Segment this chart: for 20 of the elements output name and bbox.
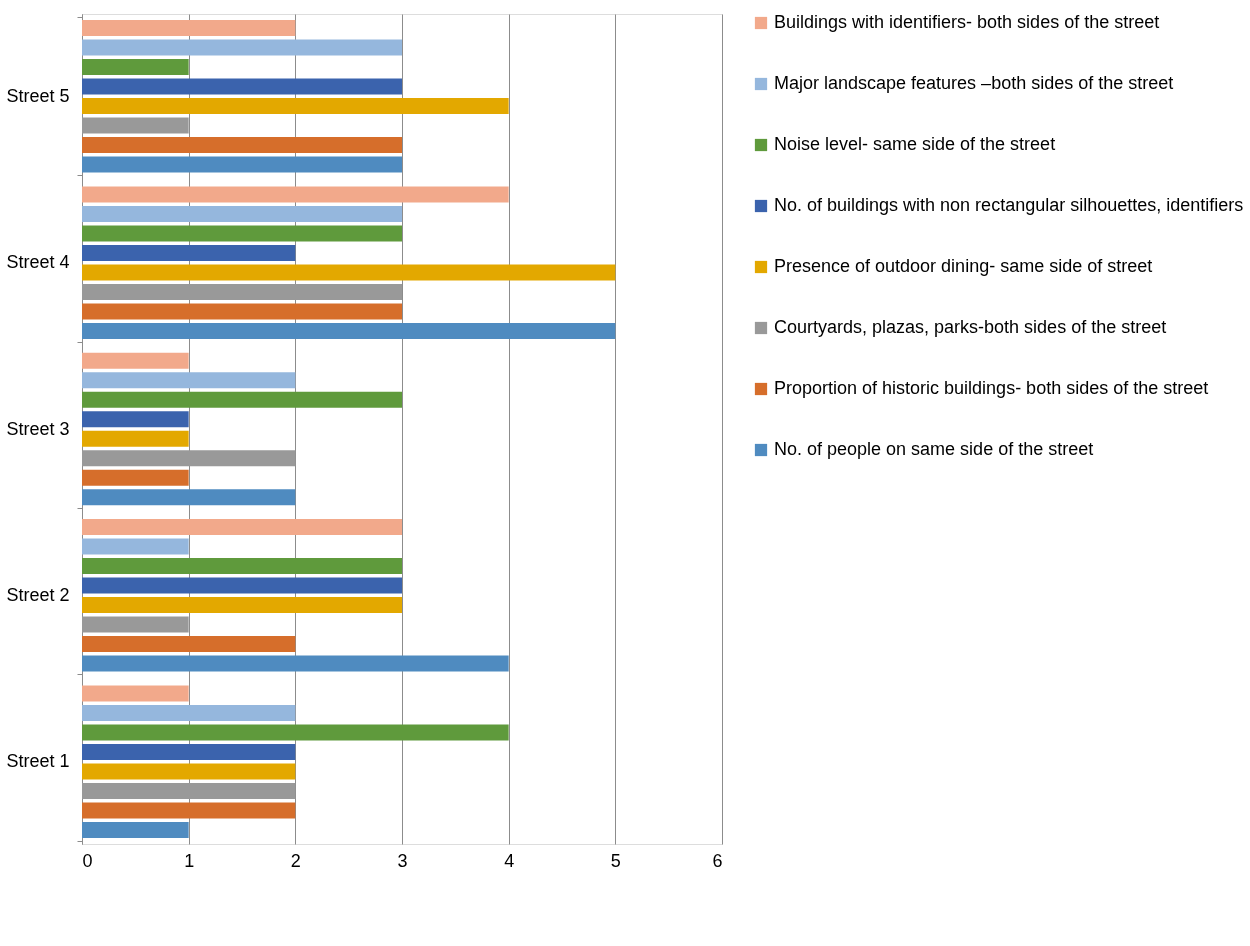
- legend-label: Proportion of historic buildings- both sides of the street: [774, 378, 1209, 398]
- y-tick-label: Street 2: [6, 584, 70, 605]
- y-tick-label: Street 4: [6, 252, 70, 273]
- legend-label: Major landscape features –both sides of the street: [774, 73, 1174, 93]
- y-tick-label: Street 5: [6, 85, 70, 106]
- y-tick-label: Street 1: [6, 751, 70, 772]
- x-tick-label: 5: [610, 850, 621, 871]
- legend-label: Courtyards, plazas, parks-both sides of the street: [774, 317, 1167, 337]
- legend-label: No. of people on same side of the street: [774, 439, 1094, 459]
- x-tick-label: 1: [184, 850, 195, 871]
- x-tick-label: 4: [504, 850, 515, 871]
- x-tick-label: 6: [712, 850, 723, 871]
- legend-label: No. of buildings with non rectangular silhouettes, identifiers: [774, 195, 1244, 215]
- legend-label: Presence of outdoor dining- same side of street: [774, 256, 1153, 276]
- x-tick-label: 2: [290, 850, 301, 871]
- x-tick-label: 0: [82, 850, 93, 871]
- legend-label: Noise level- same side of the street: [774, 134, 1056, 154]
- y-tick-label: Street 3: [6, 418, 70, 439]
- x-tick-label: 3: [397, 850, 408, 871]
- legend-label: Buildings with identifiers- both sides of the street: [774, 12, 1160, 32]
